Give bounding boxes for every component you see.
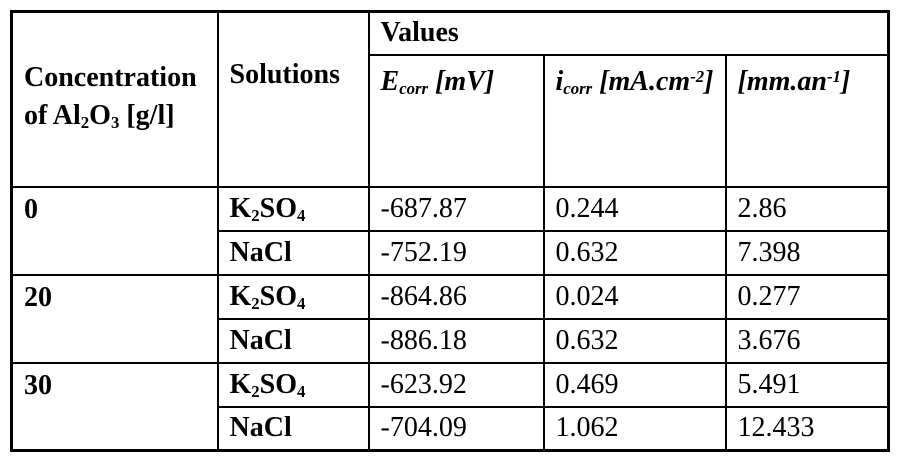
formula-text: SO [259, 192, 298, 224]
rate-value-cell: 3.676 [724, 317, 890, 364]
formula-text: K [229, 192, 252, 224]
rate-value-cell: 12.433 [724, 405, 890, 452]
chem-subscript: 2 [251, 381, 260, 401]
symbol-subscript: corr [399, 78, 429, 98]
solution-cell: NaCl [216, 405, 370, 452]
formula-text: SO [259, 368, 298, 400]
formula-text: NaCl [229, 236, 292, 268]
header-row-values: Concentration of Al2O3 [g/l] Solutions V… [10, 10, 890, 188]
header-icorr: icorr [mA.cm-2] [542, 53, 727, 188]
header-solutions: Solutions [216, 10, 370, 188]
icorr-value-cell: 0.632 [542, 229, 727, 276]
chem-subscript: 4 [297, 381, 306, 401]
icorr-value-cell: 0.632 [542, 317, 727, 364]
ecorr-value-cell: -704.09 [367, 405, 545, 452]
chem-subscript: 4 [297, 205, 306, 225]
unit-text: [mA.cm [592, 65, 691, 97]
unit-text: ] [840, 65, 851, 97]
chem-subscript: 3 [110, 113, 120, 133]
symbol-subscript: corr [563, 78, 593, 98]
ecorr-value-cell: -864.86 [367, 273, 545, 320]
symbol-text: i [555, 65, 564, 97]
corrosion-results-table: Concentration of Al2O3 [g/l] Solutions V… [10, 10, 890, 452]
unit-text: [mV] [428, 65, 495, 97]
header-concentration-line1: Concentration [24, 62, 197, 93]
header-row-subheaders: Ecorr [mV] icorr [mA.cm-2] [mm.an-1] [12, 53, 890, 188]
solution-cell: NaCl [216, 229, 370, 276]
icorr-value-cell: 0.469 [542, 361, 727, 408]
ecorr-value-cell: -752.19 [367, 229, 545, 276]
table-row: 0 K2SO4 -687.87 0.244 2.86 [10, 185, 890, 276]
formula-text: NaCl [229, 412, 292, 444]
header-concentration: Concentration of Al2O3 [g/l] [10, 10, 219, 188]
formula-text: K [229, 368, 252, 400]
table-row: 20 K2SO4 -864.86 0.024 0.277 [10, 273, 890, 364]
solution-cell: K2SO4 [216, 185, 370, 232]
chem-subscript: 2 [251, 205, 260, 225]
header-corrosion-rate: [mm.an-1] [724, 53, 890, 188]
symbol-text: E [380, 65, 400, 97]
concentration-cell: 30 [10, 361, 219, 452]
formula-text: O [89, 100, 111, 131]
chem-subscript: 2 [80, 113, 90, 133]
unit-text: [mm.an [737, 65, 827, 97]
chem-subscript: 2 [251, 293, 260, 313]
formula-text: of Al [24, 100, 81, 131]
icorr-value-cell: 0.244 [542, 185, 727, 232]
formula-text: SO [259, 280, 298, 312]
rate-value-cell: 7.398 [724, 229, 890, 276]
unit-text: [g/l] [119, 100, 175, 131]
ecorr-value-cell: -886.18 [367, 317, 545, 364]
unit-superscript: -2 [690, 67, 705, 87]
rate-value-cell: 5.491 [724, 361, 890, 408]
table-row: NaCl -752.19 0.632 7.398 [12, 229, 890, 276]
chem-subscript: 4 [297, 293, 306, 313]
solution-cell: NaCl [216, 317, 370, 364]
header-ecorr: Ecorr [mV] [367, 53, 545, 188]
table-row: 30 K2SO4 -623.92 0.469 5.491 [10, 361, 890, 452]
concentration-cell: 0 [10, 185, 219, 276]
formula-text: NaCl [229, 324, 292, 356]
ecorr-value-cell: -623.92 [367, 361, 545, 408]
unit-superscript: -1 [826, 67, 841, 87]
ecorr-value-cell: -687.87 [367, 185, 545, 232]
table-row: NaCl -886.18 0.632 3.676 [12, 317, 890, 364]
solution-cell: K2SO4 [216, 273, 370, 320]
table-row: NaCl -704.09 1.062 12.433 [12, 405, 890, 452]
solution-cell: K2SO4 [216, 361, 370, 408]
rate-value-cell: 0.277 [724, 273, 890, 320]
formula-text: K [229, 280, 252, 312]
header-values-group: Values [367, 10, 890, 56]
rate-value-cell: 2.86 [724, 185, 890, 232]
unit-text: ] [704, 65, 714, 97]
icorr-value-cell: 1.062 [542, 405, 727, 452]
icorr-value-cell: 0.024 [542, 273, 727, 320]
header-concentration-line2: of Al2O3 [g/l] [24, 97, 211, 135]
concentration-cell: 20 [10, 273, 219, 364]
